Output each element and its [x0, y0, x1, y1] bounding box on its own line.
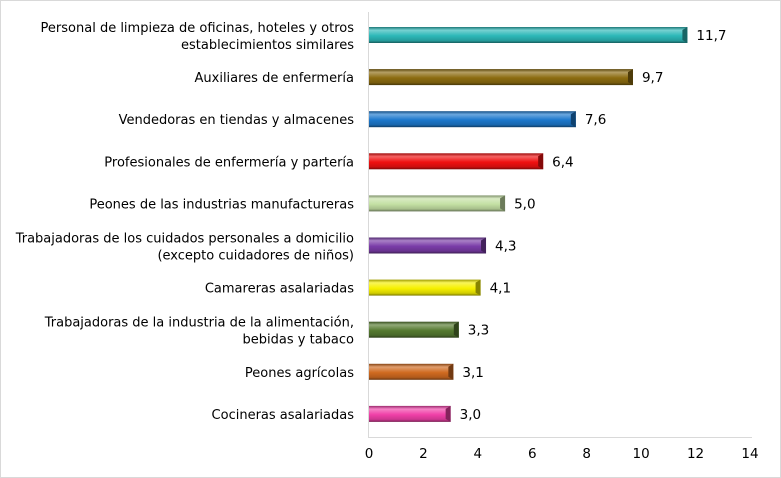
bar-bevel: [481, 237, 487, 254]
category-label-line: Cocineras asalariadas: [212, 408, 355, 423]
category-label-line: Personal de limpieza de oficinas, hotele…: [41, 21, 355, 36]
category-label-line: Profesionales de enfermería y partería: [104, 155, 354, 170]
bar-bevel: [538, 153, 544, 170]
category-label: Auxiliares de enfermería: [195, 71, 355, 86]
category-label-line: Trabajadoras de la industria de la alime…: [44, 316, 354, 331]
value-label: 3,3: [468, 323, 489, 339]
bar-group: 3,3 Trabajadoras de la industria de la al…: [44, 316, 490, 348]
bar-bevel: [627, 69, 633, 86]
bar-group: 4,1 Camareras asalariadas: [205, 279, 511, 297]
bar: [369, 363, 454, 380]
x-tick-label: 2: [419, 446, 428, 462]
value-label: 3,1: [462, 365, 483, 381]
bar-bevel: [453, 321, 459, 338]
bar-group: 3,0 Cocineras asalariadas: [212, 405, 481, 423]
x-tick-label: 10: [633, 446, 650, 462]
x-tick-label: 4: [474, 446, 483, 462]
bar-bevel: [445, 405, 451, 422]
bar: [369, 321, 459, 338]
x-tick-label: 14: [741, 446, 758, 462]
category-label-line: Auxiliares de enfermería: [195, 71, 355, 86]
x-tick-label: 8: [582, 446, 591, 462]
value-label: 7,6: [585, 112, 606, 128]
x-tick-label: 6: [528, 446, 537, 462]
value-label: 5,0: [514, 196, 535, 212]
category-label-line: Camareras asalariadas: [205, 282, 354, 297]
category-label-line: (excepto cuidadores de niños): [157, 249, 354, 264]
bar-group: 7,6 Vendedoras en tiendas y almacenes: [119, 111, 606, 128]
bar: [369, 27, 688, 43]
category-label: Peones agrícolas: [245, 366, 354, 381]
category-label: Peones de las industrias manufactureras: [89, 197, 354, 212]
x-tick-label: 0: [365, 446, 374, 462]
bar-group: 5,0 Peones de las industrias manufacturer…: [89, 195, 536, 212]
bar: [369, 153, 544, 170]
bar-group: 9,7 Auxiliares de enfermería: [195, 69, 663, 86]
value-label: 9,7: [642, 70, 663, 86]
bar: [369, 405, 451, 422]
bar-bevel: [500, 195, 506, 212]
category-label-line: Peones de las industrias manufactureras: [89, 197, 354, 212]
bar-group: 6,4 Profesionales de enfermería y parterí…: [104, 153, 574, 170]
value-label: 4,1: [490, 281, 511, 297]
bar: [369, 69, 633, 86]
category-label-line: Vendedoras en tiendas y almacenes: [119, 113, 355, 128]
bar-group: 3,1 Peones agrícolas: [245, 363, 484, 381]
x-tick-label: 12: [687, 446, 704, 462]
value-label: 6,4: [552, 154, 573, 170]
bar: [369, 237, 487, 254]
value-label: 4,3: [495, 239, 516, 255]
bar-bevel: [570, 111, 576, 128]
bar: [369, 195, 506, 212]
bar: [369, 111, 576, 128]
category-label: Cocineras asalariadas: [212, 408, 355, 423]
bar-group: 4,3 Trabajadoras de los cuidados personal…: [15, 232, 517, 264]
value-label: 3,0: [460, 407, 481, 423]
category-label: Personal de limpieza de oficinas, hotele…: [41, 21, 355, 53]
category-label: Profesionales de enfermería y partería: [104, 155, 354, 170]
bar-bevel: [682, 27, 688, 43]
bar-bevel: [475, 279, 481, 296]
bar-group: 11,7 Personal de limpieza de oficinas, ho…: [41, 21, 727, 53]
category-label-line: Trabajadoras de los cuidados personales …: [15, 232, 354, 247]
bar: [369, 279, 481, 296]
category-label: Vendedoras en tiendas y almacenes: [119, 113, 355, 128]
category-label: Trabajadoras de los cuidados personales …: [15, 232, 354, 264]
category-label-line: bebidas y tabaco: [243, 333, 354, 348]
category-label: Trabajadoras de la industria de la alime…: [44, 316, 354, 348]
category-label-line: Peones agrícolas: [245, 366, 354, 381]
category-label: Camareras asalariadas: [205, 282, 354, 297]
value-label: 11,7: [696, 28, 726, 44]
category-label-line: establecimientos similares: [181, 38, 354, 53]
bar-bevel: [448, 363, 454, 380]
